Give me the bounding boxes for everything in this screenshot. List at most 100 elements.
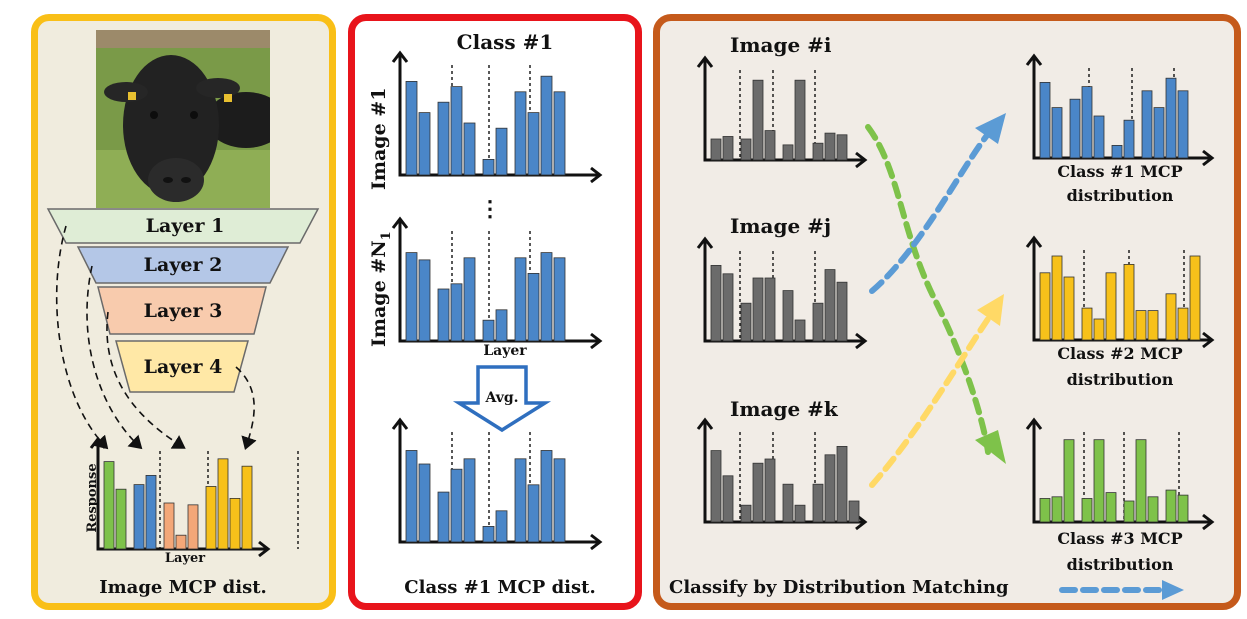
image-n-chart-bar (540, 252, 553, 342)
image-1-chart-x-arrow-icon (590, 166, 603, 184)
image-i-chart-x-arrow-icon (855, 151, 868, 169)
class-2-dist-chart-bar (1177, 307, 1189, 341)
class-2-dist-line1: Class #2 MCP (1057, 344, 1183, 363)
class-2-dist-chart-bar (1093, 318, 1105, 341)
image-k-chart-bar (752, 462, 764, 523)
image-j-chart-y-arrow-icon (696, 236, 714, 249)
image-k-chart-y-arrow-icon (696, 417, 714, 430)
class-1-dist-chart-y-arrow-icon (1025, 53, 1043, 66)
avg-label: Avg. (485, 390, 519, 406)
class-avg-chart-bar (463, 458, 476, 543)
image-k-chart-axes (703, 420, 865, 524)
layer4-shape (115, 340, 249, 393)
image-i-chart-bar (764, 130, 776, 161)
image-j-chart-bar (722, 273, 734, 342)
class-1-dist-chart-bar (1051, 107, 1063, 159)
class-avg-chart-x-arrow-icon (590, 533, 603, 551)
image-j-label: Image #j (730, 214, 832, 238)
image-i-chart-bar (836, 134, 848, 161)
image-i-chart-y-arrow-icon (696, 55, 714, 68)
legend-blue-arrow-icon (1059, 580, 1184, 600)
image-i-chart-bar (722, 136, 734, 161)
class-avg-chart-bar (418, 463, 431, 543)
class-2-dist-chart-bar (1123, 263, 1135, 341)
class-3-dist-chart-bar (1165, 489, 1177, 523)
avg-down-arrow-icon (452, 365, 552, 433)
image-n-chart-bar (405, 252, 418, 342)
class-avg-chart-y-arrow-icon (391, 417, 409, 430)
image-j-chart-bar (764, 277, 776, 342)
blue-match-arrow-icon (869, 113, 1006, 294)
class-avg-chart-bar (527, 484, 540, 543)
image-n-chart-bar (437, 288, 450, 342)
image-1-label: Image #1 (368, 87, 390, 190)
class-3-dist-chart-bar (1081, 498, 1093, 523)
image-1-chart-y-arrow-icon (391, 50, 409, 63)
class-2-dist-chart-x-arrow-icon (1202, 331, 1215, 349)
class-avg-chart (391, 417, 603, 551)
class-avg-chart-bar (540, 450, 553, 543)
image-j-chart-bar (740, 302, 752, 342)
image-1-chart-bar (553, 91, 566, 176)
response-chart-bar (187, 504, 199, 550)
class-3-dist-chart (1025, 417, 1215, 531)
image-j-chart-x-arrow-icon (855, 332, 868, 350)
image-k-chart-bar (782, 483, 794, 523)
layer-4-label: Layer 4 (143, 356, 223, 378)
image-i-chart-bar (740, 138, 752, 161)
image-k-chart-bar (764, 458, 776, 523)
class-1-dist-chart-bar (1141, 90, 1153, 159)
green-match-arrow-icon (865, 124, 1006, 464)
image-n-chart-y-arrow-icon (391, 216, 409, 229)
class-1-dist-chart-bar (1069, 98, 1081, 159)
ellipsis: ⋮ (479, 196, 501, 222)
image-j-chart-bar (794, 319, 806, 342)
image-i-chart-bar (752, 79, 764, 161)
yellow-match-arrow-icon (869, 294, 1004, 488)
image-n-chart-bar (553, 257, 566, 342)
image-n-chart-bar (463, 257, 476, 342)
image-1-chart-bar (527, 112, 540, 176)
image-k-label: Image #k (730, 397, 838, 421)
class-1-dist-chart-bar (1111, 144, 1123, 159)
response-chart-bar (217, 458, 229, 550)
response-chart-bar (133, 484, 145, 550)
image-1-chart-bar (437, 101, 450, 176)
class-1-title: Class #1 (456, 30, 554, 54)
image-n-chart-bar (527, 272, 540, 342)
class-avg-chart-bar (553, 458, 566, 543)
response-chart-x-arrow-icon (258, 540, 271, 558)
class-1-dist-chart-bar (1153, 107, 1165, 159)
image-i-chart-bar (710, 138, 722, 161)
class-2-dist-chart-bar (1039, 272, 1051, 341)
layer-axis-label: Layer (164, 551, 206, 566)
class-1-dist-chart-bar (1123, 119, 1135, 159)
image-k-chart-bar (722, 475, 734, 523)
response-chart-bar (175, 534, 187, 550)
response-chart-y-arrow-icon (89, 436, 107, 449)
response-chart-bar (163, 502, 175, 550)
image-n-label: Image #N1 (368, 231, 394, 347)
class-1-dist-chart-bar (1081, 86, 1093, 159)
class-3-dist-chart-bar (1177, 494, 1189, 523)
image-j-chart-bar (752, 277, 764, 342)
layer3-shape (97, 286, 267, 335)
layer1-shape (46, 208, 320, 244)
class-1-dist-line2: distribution (1066, 186, 1174, 205)
class-3-dist-chart-bar (1123, 500, 1135, 523)
cow-photo (96, 30, 270, 208)
class-2-dist-chart (1025, 235, 1215, 349)
class-mcp-caption: Class #1 MCP dist. (404, 577, 596, 598)
image-n-chart-bar (450, 283, 463, 342)
class-avg-chart-bar (495, 510, 508, 543)
image-1-chart-bar (405, 81, 418, 176)
image-j-chart-bar (710, 264, 722, 342)
image-n-chart-bar (495, 309, 508, 342)
image-n-chart-bar (514, 257, 527, 342)
class-avg-chart-bar (405, 450, 418, 543)
class-3-dist-chart-x-arrow-icon (1202, 513, 1215, 531)
class-mcp-panel (348, 14, 642, 610)
image-1-chart-bar (540, 75, 553, 176)
image-k-chart-bar (848, 500, 860, 523)
